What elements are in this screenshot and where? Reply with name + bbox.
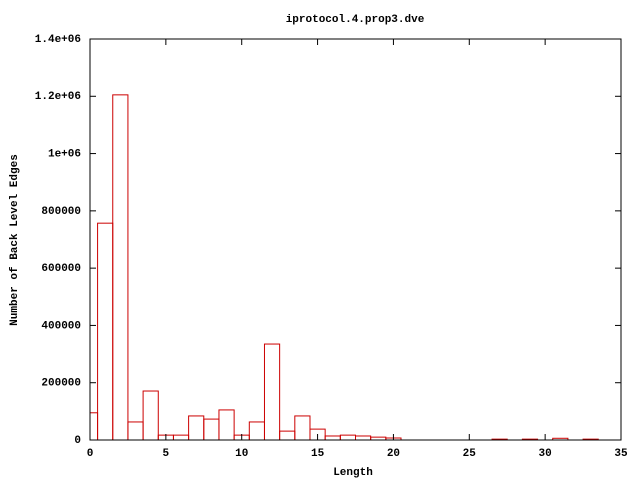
y-tick-label: 800000 — [41, 206, 81, 218]
bar — [142, 390, 159, 440]
y-tick-label: 1.2e+06 — [35, 91, 81, 103]
chart-title: iprotocol.4.prop3.dve — [286, 14, 425, 26]
x-tick-label: 15 — [311, 448, 325, 460]
y-tick-label: 600000 — [41, 263, 81, 275]
x-tick-label: 0 — [87, 448, 94, 460]
bar — [294, 415, 311, 440]
plot-frame — [89, 38, 622, 441]
y-tick-label: 1e+06 — [48, 148, 81, 160]
x-tick-label: 5 — [163, 448, 170, 460]
y-tick-label: 1.4e+06 — [35, 34, 81, 46]
x-tick-label: 20 — [387, 448, 400, 460]
bar — [552, 437, 569, 440]
x-tick-label: 25 — [463, 448, 477, 460]
x-axis-label: Length — [333, 467, 373, 479]
y-tick-label: 200000 — [41, 378, 81, 390]
y-tick-label: 0 — [74, 435, 81, 447]
x-tick-label: 30 — [539, 448, 552, 460]
bar — [309, 428, 326, 440]
y-tick-label: 400000 — [41, 320, 81, 332]
x-tick-label: 10 — [235, 448, 248, 460]
y-axis-label: Number of Back Level Edges — [9, 154, 21, 326]
x-tick-label: 35 — [614, 448, 628, 460]
